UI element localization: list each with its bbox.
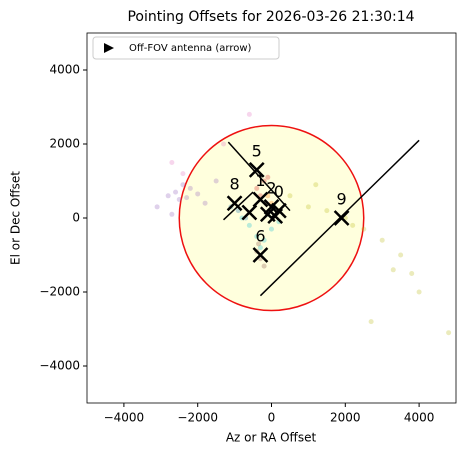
scatter-point [184, 195, 190, 201]
scatter-point [416, 289, 422, 295]
scatter-point [221, 141, 227, 147]
x-tick-label: 4000 [404, 411, 435, 425]
x-axis-label: Az or RA Offset [226, 431, 317, 445]
scatter-point [313, 182, 319, 188]
scatter-point [246, 111, 252, 117]
scatter-point [195, 191, 201, 197]
scatter-point [305, 204, 311, 210]
antenna-marker [259, 206, 276, 223]
antenna-marker [252, 247, 269, 263]
scatter-point [409, 271, 415, 276]
y-tick-label: 2000 [49, 137, 80, 151]
antenna-label: 0 [274, 182, 284, 201]
antenna-marker [333, 210, 350, 226]
x-tick-label: 0 [268, 411, 276, 425]
scatter-point [256, 241, 262, 247]
arrow-line [227, 141, 291, 212]
scatter-point [176, 197, 182, 202]
x-tick-label: −2000 [177, 411, 218, 425]
scatter-point [254, 185, 260, 191]
scatter-point [180, 182, 186, 188]
legend-marker [104, 43, 114, 53]
scatter-point [446, 330, 452, 336]
y-tick-label: −4000 [39, 359, 80, 373]
x-tick-label: −4000 [104, 411, 145, 425]
scatter-point [261, 237, 267, 243]
scatter-point [398, 252, 404, 258]
scatter-point [379, 237, 385, 243]
scatter-point [368, 319, 374, 325]
scatter-point [169, 160, 175, 165]
scatter-point [173, 189, 179, 195]
chart-title: Pointing Offsets for 2026-03-26 21:30:14 [127, 9, 414, 25]
arrow-line [259, 139, 420, 297]
scatter-point [213, 178, 219, 184]
antenna-label: 9 [337, 190, 347, 209]
antenna-label: 5 [252, 141, 262, 160]
antenna-marker [241, 204, 258, 221]
scatter-point [269, 226, 274, 232]
antenna-marker [252, 191, 269, 208]
scatter-point [202, 200, 208, 206]
scatter-point [261, 263, 267, 269]
x-tick-label: 2000 [330, 411, 361, 425]
scatter-point [361, 226, 367, 232]
scatter-point [169, 211, 175, 217]
scatter-point [390, 267, 396, 273]
scatter-point [350, 222, 356, 228]
antenna-label: 2 [266, 178, 276, 197]
scatter-point [154, 204, 160, 210]
scatter-point [287, 193, 293, 199]
scatter-point [265, 174, 271, 180]
plot-area: 58 6 9 1 20 [154, 111, 452, 336]
scatter-point [165, 193, 171, 199]
legend-label: Off-FOV antenna (arrow) [129, 43, 252, 54]
antenna-marker [248, 162, 265, 178]
scatter-point [324, 208, 330, 214]
scatter-point [187, 185, 193, 191]
scatter-point [257, 245, 263, 251]
scatter-point [246, 222, 252, 228]
y-tick-label: 4000 [49, 63, 80, 77]
legend-box [92, 36, 280, 60]
antenna-marker [226, 195, 243, 212]
y-tick-label: 0 [72, 211, 80, 225]
scatter-point [254, 234, 260, 239]
antenna-label: 8 [230, 175, 240, 194]
y-tick-label: −2000 [39, 285, 80, 299]
antenna-label: 6 [255, 227, 265, 246]
y-axis-label: El or Dec Offset [9, 171, 23, 265]
antenna-label: 1 [255, 171, 265, 190]
scatter-point [180, 171, 186, 177]
